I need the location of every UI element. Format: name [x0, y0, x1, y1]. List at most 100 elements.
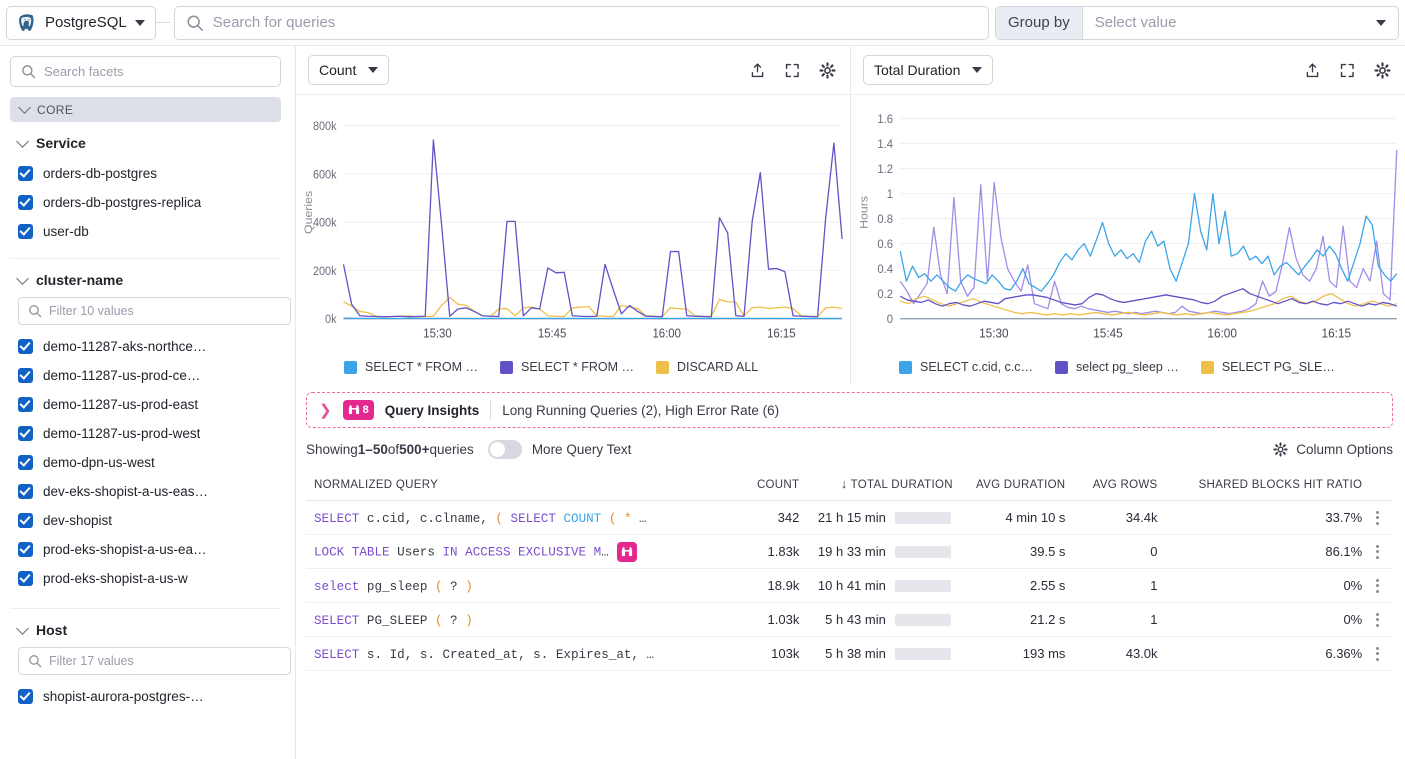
facet-item[interactable]: dev-shopist	[10, 506, 281, 535]
row-menu-icon[interactable]	[1362, 544, 1393, 559]
facet-group-header[interactable]: Service	[10, 134, 281, 151]
checkbox-checked-icon[interactable]	[18, 166, 33, 181]
facet-section-core[interactable]: CORE	[10, 97, 281, 122]
legend-item[interactable]: SELECT PG_SLE…	[1200, 360, 1335, 374]
facet-item[interactable]: dev-eks-shopist-a-us-eas…	[10, 477, 281, 506]
cell-normalized-query[interactable]: LOCK TABLE Users IN ACCESS EXCLUSIVE M…	[306, 534, 736, 569]
checkbox-checked-icon[interactable]	[18, 195, 33, 210]
cell-row-actions[interactable]	[1362, 636, 1393, 671]
chevron-right-icon[interactable]: ❯	[319, 401, 332, 419]
table-row[interactable]: SELECT PG_SLEEP ( ? ) 1.03k 5 h 43 min 21.2…	[306, 602, 1393, 637]
cell-row-actions[interactable]	[1362, 500, 1393, 535]
total-duration-value: 21 h 15 min	[817, 510, 886, 525]
page-body: CORE Service orders-db-postgres orders-d…	[0, 46, 1405, 759]
facet-item[interactable]: demo-11287-aks-northce…	[10, 332, 281, 361]
column-header-shared-blocks-hit-ratio[interactable]: SHARED BLOCKS HIT RATIO	[1157, 470, 1363, 501]
chart-metric-selector[interactable]: Total Duration	[863, 55, 994, 85]
row-menu-icon[interactable]	[1362, 578, 1393, 593]
checkbox-checked-icon[interactable]	[18, 455, 33, 470]
legend-item[interactable]: select pg_sleep …	[1055, 360, 1179, 374]
chevron-down-icon[interactable]	[1376, 19, 1386, 26]
row-menu-icon[interactable]	[1362, 612, 1393, 627]
group-by-control[interactable]: Group by Select value	[995, 5, 1399, 40]
checkbox-checked-icon[interactable]	[18, 224, 33, 239]
column-header-normalized-query[interactable]: NORMALIZED QUERY	[306, 470, 736, 501]
cell-row-actions[interactable]	[1362, 534, 1393, 569]
showing-prefix: Showing	[306, 441, 358, 457]
row-insight-badge[interactable]	[616, 541, 637, 562]
legend-item[interactable]: DISCARD ALL	[655, 360, 759, 374]
facet-filter-box[interactable]	[18, 297, 291, 325]
more-query-text-toggle[interactable]	[487, 439, 522, 459]
search-icon	[29, 305, 42, 318]
facet-item[interactable]: prod-eks-shopist-a-us-ea…	[10, 535, 281, 564]
expand-icon[interactable]	[784, 62, 801, 79]
checkbox-checked-icon[interactable]	[18, 484, 33, 499]
chart-metric-selector[interactable]: Count	[308, 55, 390, 85]
gear-icon[interactable]	[1374, 61, 1391, 79]
expand-icon[interactable]	[1339, 62, 1356, 79]
cell-total-duration: 5 h 38 min	[799, 636, 953, 671]
table-row[interactable]: SELECT c.cid, c.clname, ( SELECT COUNT (…	[306, 500, 1393, 535]
column-options-button[interactable]: Column Options	[1273, 442, 1393, 457]
table-row[interactable]: LOCK TABLE Users IN ACCESS EXCLUSIVE M… 1…	[306, 534, 1393, 569]
facet-item[interactable]: demo-11287-us-prod-west	[10, 419, 281, 448]
facet-group-header[interactable]: cluster-name	[10, 271, 281, 288]
legend-item[interactable]: SELECT * FROM …	[344, 360, 478, 374]
cell-avg-duration: 21.2 s	[952, 602, 1066, 637]
facet-filter-box[interactable]	[18, 647, 291, 675]
row-menu-icon[interactable]	[1362, 646, 1393, 661]
facet-item[interactable]: demo-dpn-us-west	[10, 448, 281, 477]
legend-item[interactable]: SELECT * FROM …	[499, 360, 634, 374]
chart-plot-total-duration[interactable]: 0 0.2 0.4 0.6 0.8 1 1.2 1.4 1.6 Hours 15:30 15:45 16…	[851, 94, 1405, 350]
facet-item[interactable]: demo-11287-us-prod-ce…	[10, 361, 281, 390]
facet-filter-input[interactable]	[49, 654, 290, 668]
checkbox-checked-icon[interactable]	[18, 339, 33, 354]
facet-item[interactable]: user-db	[10, 217, 281, 246]
checkbox-checked-icon[interactable]	[18, 513, 33, 528]
facet-item[interactable]: prod-eks-shopist-a-us-w	[10, 564, 281, 593]
cell-normalized-query[interactable]: SELECT c.cid, c.clname, ( SELECT COUNT (…	[306, 500, 736, 535]
query-insights-banner[interactable]: ❯ 8 Query Insights Long Running Queries …	[306, 392, 1393, 428]
cell-normalized-query[interactable]: select pg_sleep ( ? )	[306, 568, 736, 603]
row-menu-icon[interactable]	[1362, 510, 1393, 525]
checkbox-checked-icon[interactable]	[18, 426, 33, 441]
gear-icon[interactable]	[819, 61, 836, 79]
cell-row-actions[interactable]	[1362, 568, 1393, 603]
facet-group-header[interactable]: Host	[10, 621, 281, 638]
insights-subtitle: Long Running Queries (2), High Error Rat…	[502, 402, 780, 418]
export-icon[interactable]	[749, 62, 766, 79]
column-header-total-duration[interactable]: ↓ TOTAL DURATION	[799, 470, 953, 501]
search-input[interactable]	[212, 6, 988, 39]
facet-search-box[interactable]	[10, 56, 281, 87]
facet-search-input[interactable]	[44, 64, 280, 79]
facet-group-host: Host shopist-aurora-postgres-…	[10, 609, 291, 711]
legend-label: DISCARD ALL	[676, 360, 759, 374]
checkbox-checked-icon[interactable]	[18, 689, 33, 704]
legend-item[interactable]: SELECT c.cid, c.c…	[899, 360, 1033, 374]
facet-filter-input[interactable]	[49, 304, 290, 318]
column-header-count[interactable]: COUNT	[735, 470, 800, 501]
database-selector[interactable]: PostgreSQL	[6, 5, 156, 40]
query-search-box[interactable]	[173, 5, 989, 40]
facet-item[interactable]: demo-11287-us-prod-east	[10, 390, 281, 419]
group-by-value[interactable]: Select value	[1094, 14, 1177, 31]
column-header-avg-rows[interactable]: AVG ROWS	[1065, 470, 1158, 501]
checkbox-checked-icon[interactable]	[18, 542, 33, 557]
facet-item[interactable]: orders-db-postgres-replica	[10, 188, 281, 217]
x-axis-tick: 16:15	[1322, 326, 1352, 341]
y-axis-tick: 0	[887, 312, 894, 327]
cell-normalized-query[interactable]: SELECT s. Id, s. Created_at, s. Expires_…	[306, 636, 736, 671]
table-row[interactable]: SELECT s. Id, s. Created_at, s. Expires_…	[306, 636, 1393, 671]
cell-row-actions[interactable]	[1362, 602, 1393, 637]
facet-item[interactable]: shopist-aurora-postgres-…	[10, 682, 281, 711]
column-header-avg-duration[interactable]: AVG DURATION	[952, 470, 1066, 501]
checkbox-checked-icon[interactable]	[18, 397, 33, 412]
table-row[interactable]: select pg_sleep ( ? ) 18.9k 10 h 41 min 2.5…	[306, 568, 1393, 603]
cell-normalized-query[interactable]: SELECT PG_SLEEP ( ? )	[306, 602, 736, 637]
checkbox-checked-icon[interactable]	[18, 571, 33, 586]
checkbox-checked-icon[interactable]	[18, 368, 33, 383]
export-icon[interactable]	[1304, 62, 1321, 79]
chart-plot-count[interactable]: 0k 200k 400k 600k 800k Queries 15:30 15:45 16:00…	[296, 94, 850, 350]
facet-item[interactable]: orders-db-postgres	[10, 159, 281, 188]
